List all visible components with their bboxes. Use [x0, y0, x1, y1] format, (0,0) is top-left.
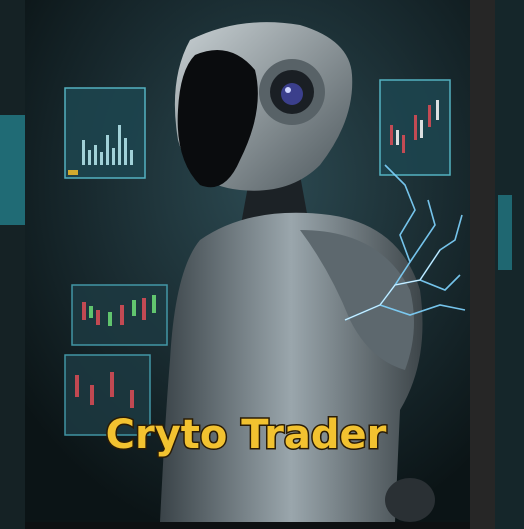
left-panel — [0, 115, 25, 225]
holo-panel — [64, 87, 146, 179]
robot — [160, 22, 435, 522]
right-panel — [498, 195, 512, 270]
divider — [470, 0, 495, 529]
title: Cryto Trader — [106, 412, 387, 458]
holo-panel — [64, 354, 151, 436]
holo-panel — [379, 79, 451, 176]
bottom-edge — [25, 522, 470, 529]
lightning-core — [344, 249, 441, 321]
left-slice — [0, 0, 25, 529]
holo-panel — [71, 284, 168, 346]
